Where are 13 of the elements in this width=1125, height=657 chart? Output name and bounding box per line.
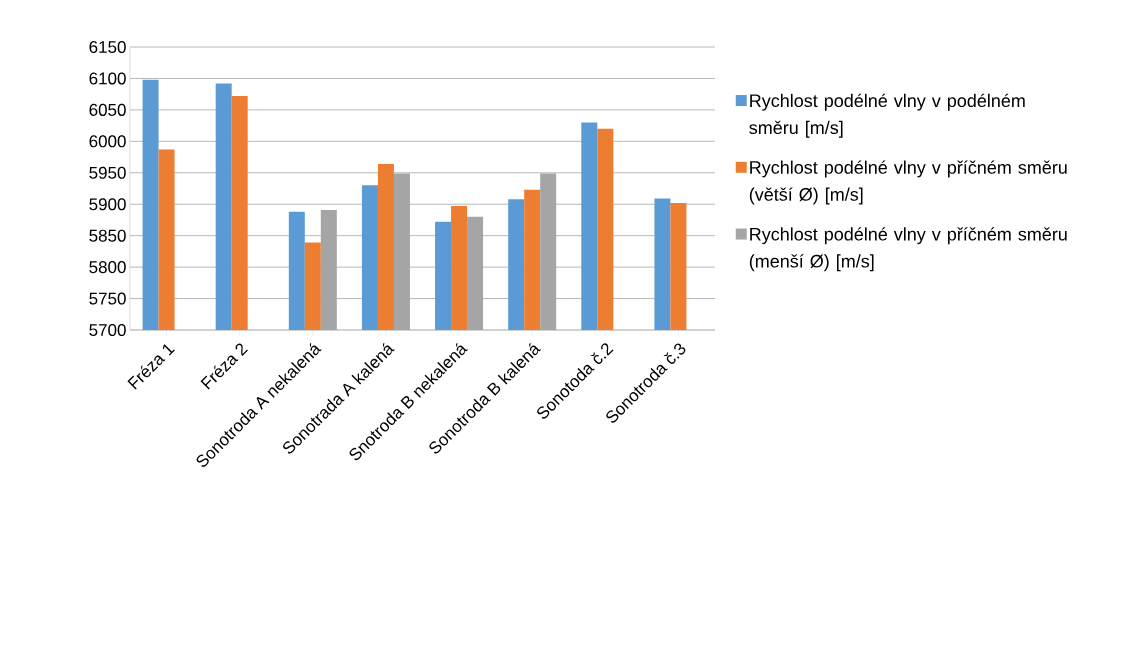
y-tick-label: 5750 [89, 292, 126, 305]
y-tick-label: 5850 [89, 229, 126, 242]
y-tick-label: 6050 [89, 103, 126, 116]
legend-label: Rychlost podélné vlny v podélném směru [m/s] [749, 93, 1025, 138]
y-tick-label: 6000 [89, 135, 126, 148]
y-tick-label: 5900 [89, 198, 126, 211]
y-tick-label: 6150 [89, 40, 126, 54]
legend-label: Rychlost podélné vlny v příčném směru (větší Ø) [m/s] [749, 160, 1067, 205]
legend-label: Rychlost podélné vlny v příčném směru (menší Ø) [m/s] [749, 227, 1067, 272]
y-tick-label: 6100 [89, 72, 126, 85]
y-tick-label: 5700 [89, 323, 126, 337]
y-tick-label: 5800 [89, 261, 126, 274]
y-tick-label: 5950 [89, 166, 126, 179]
